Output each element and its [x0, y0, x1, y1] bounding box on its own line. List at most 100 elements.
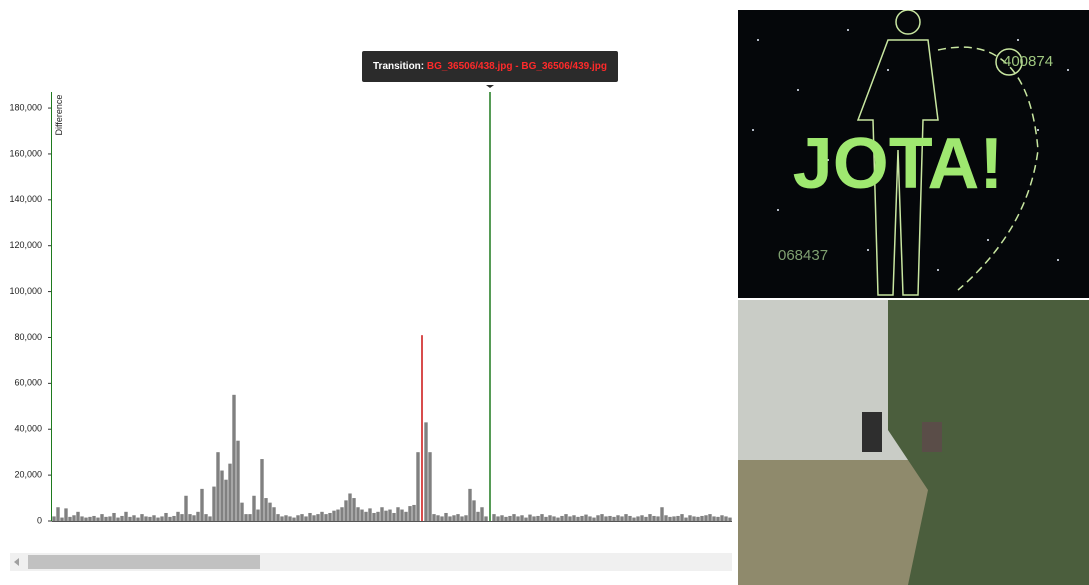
bar — [128, 516, 132, 521]
frame-code: 400874 — [1003, 53, 1053, 70]
bar — [460, 516, 464, 521]
chart: Difference 0 20,000 40,000 60,000 80,000 100,… — [9, 92, 732, 571]
bar — [256, 509, 260, 521]
scrollbar[interactable] — [10, 553, 732, 571]
y-tick-label: 160,000 — [9, 148, 42, 158]
bar — [416, 452, 420, 521]
tooltip-text: BG_36506/438.jpg - BG_36506/439.jpg — [426, 61, 608, 72]
bar — [480, 507, 484, 521]
bar — [492, 514, 496, 521]
tooltip-label: Transition: — [373, 61, 425, 72]
bar — [320, 511, 324, 521]
bar — [388, 509, 392, 521]
y-tick-label: 180,000 — [9, 102, 42, 112]
bar — [484, 516, 488, 521]
bar — [280, 516, 284, 521]
bar — [212, 486, 216, 521]
bar — [352, 498, 356, 521]
tooltip: Transition: BG_36506/438.jpg - BG_36506/… — [362, 51, 619, 88]
bar — [456, 514, 460, 521]
bar — [560, 515, 564, 521]
bar — [336, 509, 340, 521]
bar — [172, 515, 176, 521]
bar — [716, 516, 720, 521]
bar — [376, 511, 380, 521]
bar — [60, 517, 64, 521]
bar — [264, 498, 268, 521]
bar — [288, 516, 292, 521]
bar — [208, 516, 212, 521]
bar — [684, 517, 688, 521]
bar — [680, 514, 684, 521]
bar — [688, 515, 692, 521]
bar — [252, 495, 256, 521]
bar — [176, 511, 180, 521]
bar — [68, 516, 72, 521]
y-tick-label: 140,000 — [9, 194, 42, 204]
bar — [660, 507, 664, 521]
bar — [496, 516, 500, 521]
bar — [536, 515, 540, 521]
bar — [708, 514, 712, 521]
bar — [300, 514, 304, 521]
bar — [140, 514, 144, 521]
bar — [544, 516, 548, 521]
bar — [704, 515, 708, 521]
scroll-left-arrow[interactable] — [14, 558, 19, 566]
bar — [489, 92, 491, 521]
bar — [56, 507, 60, 521]
bar — [100, 514, 104, 521]
bar — [104, 516, 108, 521]
bar — [356, 507, 360, 521]
bar — [248, 514, 252, 521]
bar — [424, 422, 428, 521]
bar — [368, 508, 372, 521]
bar — [504, 516, 508, 521]
bar — [92, 515, 96, 521]
bar — [240, 502, 244, 521]
y-tick-label: 60,000 — [14, 378, 42, 388]
bar — [152, 515, 156, 521]
stars — [752, 29, 1069, 271]
bar — [628, 515, 632, 521]
bar — [568, 516, 572, 521]
bar — [620, 516, 624, 521]
person — [862, 412, 882, 452]
bar — [728, 517, 732, 521]
bar — [532, 516, 536, 521]
bar — [448, 516, 452, 521]
bar — [524, 517, 528, 521]
bar — [380, 507, 384, 521]
bar — [188, 514, 192, 521]
bar — [232, 394, 236, 521]
bar — [444, 512, 448, 521]
bar — [432, 514, 436, 521]
scroll-thumb[interactable] — [28, 555, 260, 569]
bar — [632, 517, 636, 521]
bar — [580, 515, 584, 521]
bar — [516, 516, 520, 521]
bar — [468, 488, 472, 521]
bar — [216, 452, 220, 521]
bar — [528, 514, 532, 521]
bar — [180, 514, 184, 521]
bar — [284, 515, 288, 521]
bar — [108, 516, 112, 521]
bar — [196, 511, 200, 521]
bar — [340, 507, 344, 521]
bar — [584, 514, 588, 521]
bar — [396, 507, 400, 521]
y-tick-label: 80,000 — [14, 332, 42, 342]
bar — [596, 515, 600, 521]
bar — [664, 515, 668, 521]
bar — [640, 515, 644, 521]
y-tick-label: 20,000 — [14, 469, 42, 479]
bar — [668, 516, 672, 521]
bar — [296, 515, 300, 521]
bar — [96, 517, 100, 521]
bar — [464, 515, 468, 521]
bar — [644, 516, 648, 521]
bar — [268, 502, 272, 521]
bar — [144, 516, 148, 521]
y-tick-label: 40,000 — [14, 424, 42, 434]
